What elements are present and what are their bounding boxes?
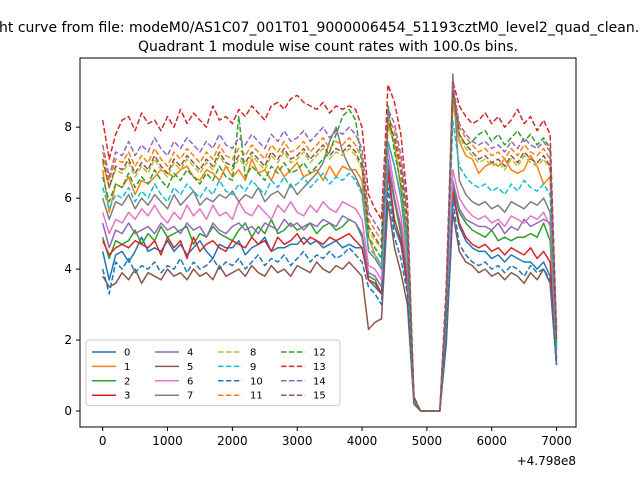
series-line-6 xyxy=(101,147,558,412)
x-tick-label: 0 xyxy=(99,434,107,448)
series-line-13 xyxy=(101,80,558,412)
series-line-11 xyxy=(101,87,558,412)
series-line-10 xyxy=(101,186,558,412)
y-axis: 0 2 4 6 8 xyxy=(64,120,80,418)
legend-label-6: 6 xyxy=(187,376,193,387)
legend-label-13: 13 xyxy=(313,362,326,373)
legend-label-10: 10 xyxy=(250,376,263,387)
x-tick-label: 1000 xyxy=(152,434,183,448)
x-axis: 0 1000 2000 3000 4000 5000 6000 7000 xyxy=(99,427,572,448)
legend-label-14: 14 xyxy=(313,376,326,387)
legend-label-3: 3 xyxy=(124,391,130,402)
legend-label-5: 5 xyxy=(187,362,193,373)
legend-label-7: 7 xyxy=(187,391,193,402)
series-line-7 xyxy=(101,73,558,412)
legend-label-11: 11 xyxy=(250,391,263,402)
axes-frame xyxy=(79,57,577,428)
legend-label-8: 8 xyxy=(250,348,256,359)
y-tick-label: 4 xyxy=(64,262,72,276)
series-line-5 xyxy=(102,200,558,412)
x-tick-label: 5000 xyxy=(412,434,443,448)
series-line-1 xyxy=(101,101,558,412)
legend-label-0: 0 xyxy=(124,348,130,359)
chart-title: Quadrant 1 module wise count rates with … xyxy=(138,39,518,55)
legend-label-4: 4 xyxy=(187,348,193,359)
x-offset-label: +4.798e8 xyxy=(517,454,576,468)
y-tick-label: 8 xyxy=(64,120,72,134)
series-line-8 xyxy=(101,94,558,412)
series-line-12 xyxy=(101,87,558,412)
series-line-0 xyxy=(101,172,558,412)
figure-suptitle: Light curve from file: modeM0/AS1C07_001… xyxy=(0,20,640,36)
legend-label-15: 15 xyxy=(313,391,326,402)
x-tick-label: 6000 xyxy=(476,434,507,448)
y-tick-label: 6 xyxy=(64,191,72,205)
plot-area xyxy=(101,73,558,412)
y-tick-label: 0 xyxy=(64,404,72,418)
series-line-4 xyxy=(101,158,558,412)
series-line-15 xyxy=(101,90,558,412)
x-tick-label: 2000 xyxy=(217,434,248,448)
series-line-3 xyxy=(102,169,558,412)
series-line-9 xyxy=(101,119,558,412)
legend-label-12: 12 xyxy=(313,348,326,359)
legend-box xyxy=(85,339,341,407)
legend-label-1: 1 xyxy=(124,362,130,373)
legend-label-2: 2 xyxy=(124,376,130,387)
x-tick-label: 4000 xyxy=(347,434,378,448)
x-tick-label: 3000 xyxy=(282,434,313,448)
y-tick-label: 2 xyxy=(64,333,72,347)
legend-label-9: 9 xyxy=(250,362,256,373)
x-tick-label: 7000 xyxy=(541,434,572,448)
series-line-14 xyxy=(101,83,558,412)
